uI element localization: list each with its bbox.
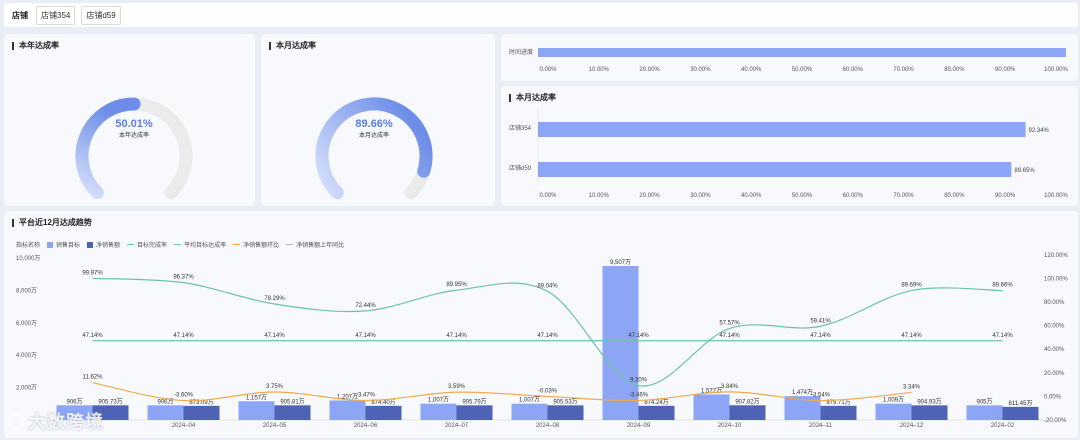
x-tick-label: 40.00%: [741, 67, 762, 73]
legend-item-net-sales[interactable]: 净销售额: [87, 240, 120, 249]
year-rate-card: 本年达成率 50.01% 本年达成率: [4, 34, 255, 206]
x-tick-label: 90.00%: [995, 67, 1016, 73]
x-tick-label: 20.00%: [639, 193, 660, 199]
store-tag-d59[interactable]: 店铺d59: [81, 5, 121, 25]
watermark-logo-icon: [8, 413, 24, 429]
legend-line: [174, 244, 182, 245]
month-rate-card: 本月达成率 89.66% 本月达成率: [261, 34, 495, 206]
legend-label: 平均目标达成率: [184, 243, 227, 249]
time-progress-chart: 时间进度 0.00% 10.00% 20.00% 30.00% 40.00% 50.00% 6…: [509, 48, 1069, 73]
year-rate-sub: 本年达成率: [118, 133, 149, 139]
month-gauge-arc: [315, 97, 433, 200]
month-rate-sub: 本月达成率: [358, 133, 389, 139]
store-month-chart: 店铺354 92.34% 店铺d59 89.65% 0.00% 10.00% 20.00% 3…: [509, 108, 1069, 199]
time-progress-bar: [538, 48, 1066, 57]
x-tick-label: 30.00%: [690, 67, 711, 73]
legend-label: 净销售额环比: [243, 243, 280, 249]
x-tick-label: 0.00%: [539, 67, 557, 73]
x-tick-label: 40.00%: [741, 193, 762, 199]
x-tick-label: 60.00%: [843, 193, 864, 199]
year-rate-title: 本年达成率: [12, 40, 59, 51]
legend-label: 净销售额上年同比: [296, 243, 345, 249]
time-progress-label: 时间进度: [509, 48, 533, 56]
legend-label: 净销售额: [96, 243, 121, 249]
x-tick-label: 60.00%: [843, 67, 864, 73]
store-label: 店铺354: [509, 124, 532, 132]
x-tick-label: 20.00%: [639, 67, 660, 73]
legend-line: [233, 244, 241, 245]
watermark-text: 大数跨境: [28, 412, 104, 432]
year-gauge-arc: [75, 97, 141, 200]
store-bar-value: 89.65%: [1014, 168, 1035, 174]
month-rate-title: 本月达成率: [269, 40, 316, 51]
trend-legend: 指标名称 销售目标 净销售额 目标完成率 平均目标达成率 净销售额环比 净销售额…: [16, 240, 344, 249]
x-tick-label: 80.00%: [944, 67, 965, 73]
legend-item-net-sales-mom[interactable]: 净销售额环比: [233, 240, 279, 249]
store-label: 店铺d59: [509, 164, 532, 172]
year-rate-value: 50.01%: [115, 118, 153, 130]
legend-label: 目标完成率: [137, 243, 168, 249]
x-tick-label: 0.00%: [539, 193, 557, 199]
x-tick-label: 100.00%: [1044, 193, 1068, 199]
x-tick-label: 50.00%: [792, 67, 813, 73]
store-bar-value: 92.34%: [1029, 128, 1050, 134]
x-tick-label: 100.00%: [1044, 67, 1068, 73]
month-rate-gauge: [315, 97, 433, 200]
x-tick-label: 70.00%: [893, 67, 914, 73]
legend-item-sales-target[interactable]: 销售目标: [47, 240, 80, 249]
watermark: 大数跨境: [8, 408, 104, 434]
legend-line: [286, 244, 294, 245]
year-rate-gauge: [75, 97, 193, 200]
legend-swatch: [47, 241, 54, 248]
store-month-title: 本月达成率: [509, 92, 556, 103]
legend-label: 销售目标: [56, 243, 81, 249]
store-bar: [538, 122, 1026, 137]
month-rate-value: 89.66%: [355, 118, 393, 130]
x-tick-label: 10.00%: [589, 67, 610, 73]
store-filter-bar: 店铺 店铺354 店铺d59: [4, 3, 1078, 27]
legend-item-net-sales-yoy[interactable]: 净销售额上年同比: [286, 240, 344, 249]
store-month-card: 本月达成率 店铺354 92.34% 店铺d59 89.65% 0.00% 10.00% 2…: [501, 86, 1078, 206]
legend-line: [127, 244, 135, 245]
store-bar: [538, 162, 1012, 177]
x-tick-label: 50.00%: [792, 193, 813, 199]
trend-title: 平台近12月达成趋势: [12, 217, 92, 228]
legend-prefix: 指标名称: [16, 243, 41, 249]
store-tag-354[interactable]: 店铺354: [36, 5, 76, 25]
x-tick-label: 10.00%: [589, 193, 610, 199]
legend-item-avg-target[interactable]: 平均目标达成率: [174, 240, 226, 249]
store-filter-label: 店铺: [12, 10, 28, 20]
x-tick-label: 30.00%: [690, 193, 711, 199]
x-tick-label: 90.00%: [995, 193, 1016, 199]
legend-swatch: [87, 241, 94, 248]
time-progress-card: 时间进度 0.00% 10.00% 20.00% 30.00% 40.00% 50.00% 6…: [501, 34, 1078, 81]
x-tick-label: 70.00%: [893, 193, 914, 199]
x-tick-label: 80.00%: [944, 193, 965, 199]
legend-item-target-completion[interactable]: 目标完成率: [127, 240, 167, 249]
